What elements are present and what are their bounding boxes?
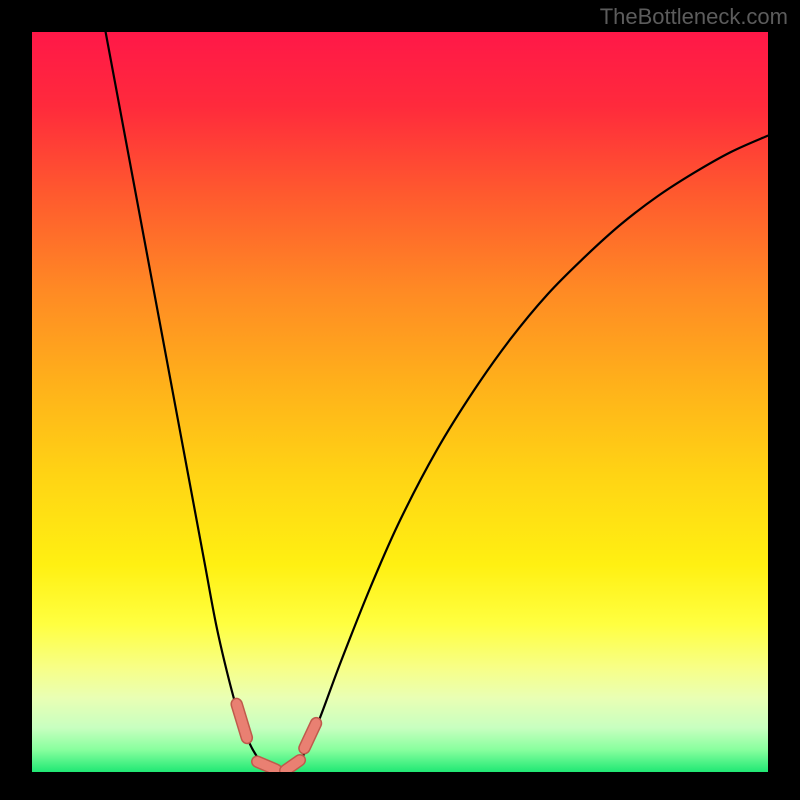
plot-area [32,32,768,772]
watermark-text: TheBottleneck.com [600,4,788,30]
gradient-background [32,32,768,772]
bottleneck-curve-chart [32,32,768,772]
chart-frame: TheBottleneck.com [0,0,800,800]
